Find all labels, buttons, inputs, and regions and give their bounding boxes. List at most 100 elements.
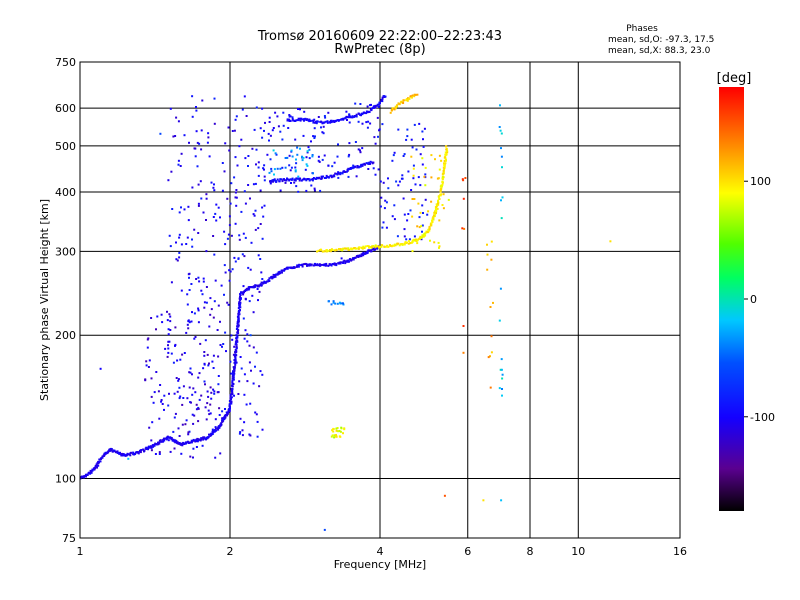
- echo-point: [173, 416, 176, 419]
- echo-point: [308, 148, 311, 151]
- echo-point: [358, 165, 361, 168]
- echo-point: [317, 155, 320, 158]
- echo-point: [352, 164, 355, 167]
- y-axis-ticks: 75 100 200 300 400 500 600 750: [55, 56, 76, 545]
- echo-point: [292, 119, 295, 122]
- colorbar-tick-label: 0: [750, 293, 757, 306]
- echo-point: [83, 475, 85, 478]
- echo-point: [269, 158, 272, 161]
- echo-point: [337, 171, 340, 174]
- echo-point: [368, 245, 370, 248]
- echo-point: [419, 211, 422, 214]
- echo-point: [205, 250, 208, 253]
- echo-point: [168, 313, 171, 316]
- echo-point: [96, 466, 98, 469]
- echo-point: [289, 178, 292, 181]
- echo-point: [245, 289, 248, 292]
- echo-point: [413, 198, 416, 200]
- echo-point: [231, 373, 234, 376]
- echo-point: [301, 155, 303, 158]
- echo-point: [210, 434, 213, 436]
- echo-point: [423, 127, 426, 130]
- echo-point: [253, 214, 256, 217]
- echo-point: [208, 433, 211, 436]
- echo-point: [201, 293, 204, 296]
- echo-point: [441, 180, 444, 183]
- echo-point: [340, 426, 343, 429]
- echo-point: [290, 178, 293, 181]
- echo-point: [259, 189, 262, 192]
- echo-point: [438, 197, 441, 200]
- echo-point: [421, 230, 423, 233]
- echo-point: [435, 203, 438, 206]
- echo-point: [358, 246, 361, 249]
- echo-point: [352, 258, 355, 261]
- echo-point: [345, 115, 348, 118]
- echo-point: [158, 451, 161, 454]
- echo-point: [264, 281, 267, 284]
- echo-point: [320, 121, 323, 124]
- echo-point: [432, 216, 435, 219]
- echo-point: [442, 207, 445, 210]
- echo-point: [103, 454, 106, 457]
- echo-point: [176, 441, 179, 444]
- echo-point: [499, 129, 502, 132]
- echo-point: [231, 391, 234, 394]
- echo-point: [285, 179, 288, 182]
- echo-point: [228, 269, 231, 272]
- echo-point: [413, 238, 416, 241]
- echo-point: [305, 189, 308, 192]
- echo-point: [101, 455, 104, 458]
- echo-point: [426, 213, 429, 216]
- echo-point: [200, 197, 203, 200]
- echo-point: [332, 300, 335, 303]
- echo-point: [262, 167, 265, 170]
- echo-point: [254, 182, 257, 185]
- echo-point: [344, 261, 347, 264]
- echo-point: [238, 313, 241, 316]
- echo-point: [338, 119, 341, 122]
- echo-point: [248, 344, 251, 347]
- echo-point: [233, 372, 236, 375]
- echo-point: [311, 155, 314, 158]
- echo-point: [298, 263, 301, 266]
- echo-point: [200, 148, 203, 151]
- echo-point: [336, 302, 339, 305]
- echo-point: [232, 353, 235, 356]
- echo-point: [446, 151, 449, 154]
- echo-point: [310, 140, 312, 143]
- echo-point: [334, 120, 337, 123]
- echo-point: [188, 272, 191, 275]
- echo-point: [167, 439, 170, 442]
- echo-point: [174, 344, 176, 347]
- echo-point: [224, 271, 227, 274]
- echo-point: [362, 251, 365, 254]
- echo-point: [212, 186, 215, 189]
- echo-point: [361, 163, 364, 166]
- echo-point: [185, 441, 188, 444]
- echo-point: [334, 302, 337, 305]
- echo-point: [172, 439, 175, 442]
- chart-subtitle: RwPretec (8p): [334, 42, 425, 57]
- echo-point: [387, 245, 390, 248]
- echo-point: [334, 172, 337, 175]
- echo-point: [167, 347, 170, 350]
- echo-point: [282, 124, 285, 127]
- echo-point: [230, 334, 233, 337]
- echo-point: [283, 178, 285, 181]
- echo-point: [192, 422, 195, 425]
- echo-point: [209, 313, 212, 316]
- echo-point: [250, 241, 253, 244]
- echo-point: [295, 158, 297, 161]
- echo-point: [348, 260, 350, 263]
- echo-point: [198, 280, 201, 283]
- echo-point: [230, 400, 233, 403]
- stats-o-line: mean, sd,O: -97.3, 17.5: [608, 35, 714, 45]
- echo-point: [155, 443, 158, 446]
- echo-point: [215, 203, 218, 206]
- echo-point: [235, 342, 238, 345]
- echo-point: [258, 290, 261, 293]
- echo-point: [365, 162, 368, 165]
- echo-point: [361, 122, 364, 125]
- stats-heading: Phases: [626, 24, 658, 34]
